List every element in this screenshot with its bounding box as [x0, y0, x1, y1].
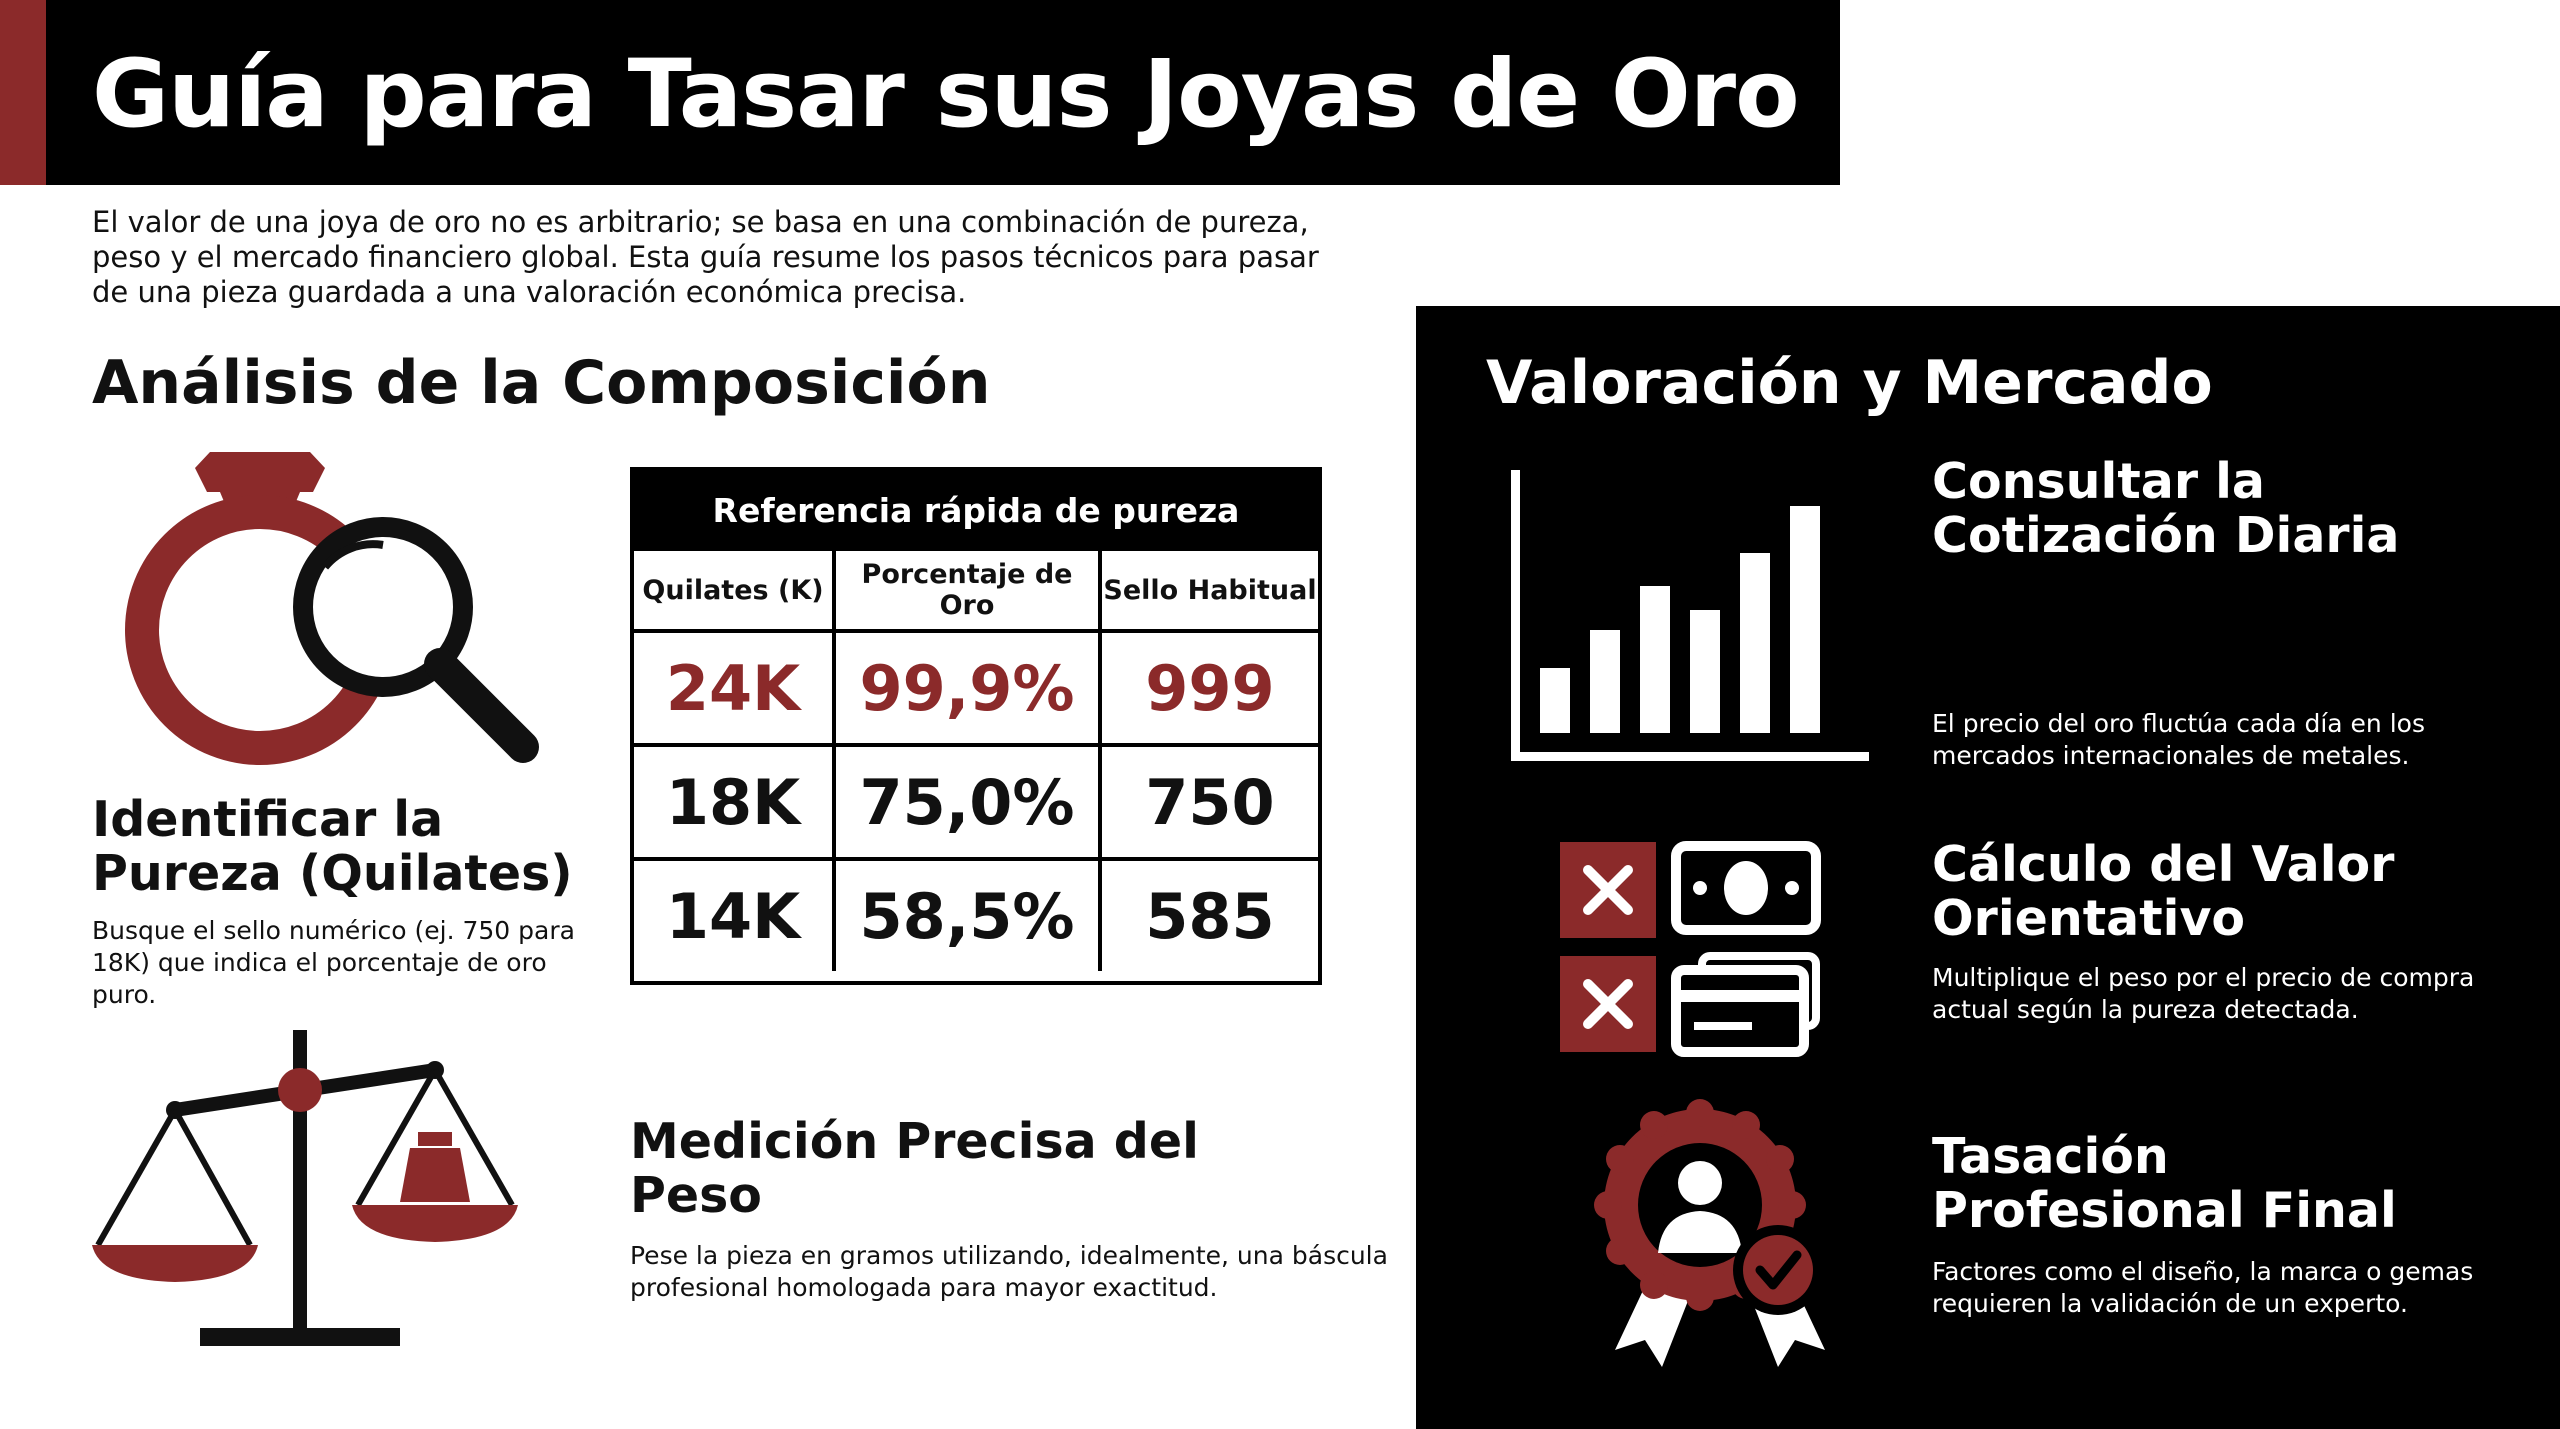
cash-card-icon [1560, 841, 1821, 1057]
table-row: 24K 99,9% 999 [634, 629, 1318, 747]
header-accent-stripe [0, 0, 46, 185]
ring-magnifier-icon [125, 452, 539, 765]
table-header-cell: Sello Habitual [1098, 551, 1318, 633]
table-header-cell: Quilates (K) [634, 551, 836, 633]
table-cell: 24K [634, 629, 836, 747]
table-cell: 75,0% [832, 743, 1102, 861]
table-cell: 58,5% [832, 857, 1102, 971]
table-cell: 18K [634, 743, 836, 861]
table-cell: 99,9% [832, 629, 1102, 747]
weight-title: Medición Precisa del Peso [630, 1113, 1199, 1224]
table-cell: 750 [1098, 743, 1318, 861]
certified-expert-icon [1594, 1099, 1825, 1367]
value-calculation-title: Cálculo del Valor Orientativo [1932, 836, 2395, 947]
table-header-row: Quilates (K) Porcentaje de Oro Sello Hab… [634, 551, 1318, 633]
final-appraisal-description: Factores como el diseño, la marca o gema… [1932, 1257, 2474, 1318]
purity-table-grid: Quilates (K) Porcentaje de Oro Sello Hab… [634, 551, 1318, 971]
composition-heading: Análisis de la Composición [92, 348, 991, 418]
final-appraisal-title: Tasación Profesional Final [1932, 1128, 2397, 1239]
table-cell: 999 [1098, 629, 1318, 747]
purity-description: Busque el sello numérico (ej. 750 para 1… [92, 916, 575, 1009]
table-cell: 14K [634, 857, 836, 971]
page-title: Guía para Tasar sus Joyas de Oro [92, 40, 1800, 149]
purity-reference-table: Referencia rápida de pureza Quilates (K)… [630, 467, 1322, 985]
bar-chart-icon [1511, 470, 1869, 761]
market-heading: Valoración y Mercado [1486, 348, 2213, 418]
value-calculation-description: Multiplique el peso por el precio de com… [1932, 963, 2475, 1024]
header-bar [0, 0, 1840, 185]
weight-description: Pese la pieza en gramos utilizando, idea… [630, 1241, 1388, 1302]
balance-scale-icon [92, 1030, 518, 1346]
purity-title: Identificar la Pureza (Quilates) [92, 791, 573, 902]
intro-paragraph: El valor de una joya de oro no es arbitr… [92, 205, 1319, 309]
table-row: 18K 75,0% 750 [634, 743, 1318, 861]
table-row: 14K 58,5% 585 [634, 857, 1318, 971]
table-caption: Referencia rápida de pureza [634, 471, 1318, 551]
daily-quote-title: Consultar la Cotización Diaria [1932, 453, 2400, 564]
table-header-cell: Porcentaje de Oro [832, 551, 1102, 633]
table-cell: 585 [1098, 857, 1318, 971]
daily-quote-description: El precio del oro fluctúa cada día en lo… [1932, 709, 2425, 770]
